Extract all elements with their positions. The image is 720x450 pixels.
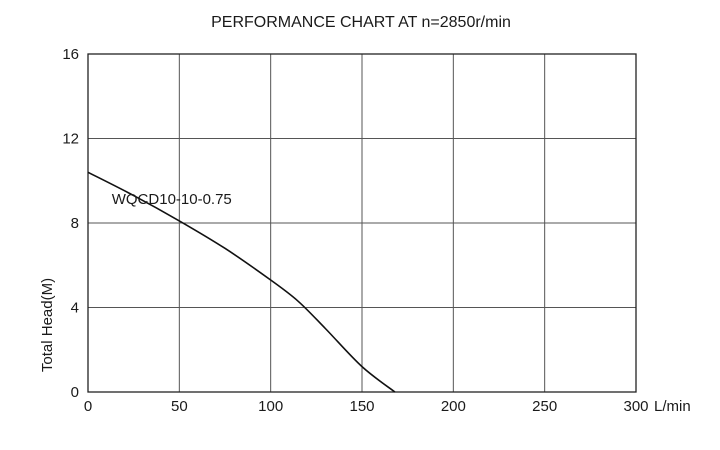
- x-tick-label: 300: [623, 398, 648, 415]
- x-tick-label: 100: [258, 398, 283, 415]
- plot-frame: [87, 53, 637, 393]
- x-tick-label: 50: [171, 398, 188, 415]
- y-tick-label: 12: [62, 131, 79, 148]
- x-tick-label: 200: [441, 398, 466, 415]
- y-tick-label: 16: [62, 46, 79, 63]
- series-layer: WQCD10-10-0.75: [87, 171, 396, 393]
- x-tick-labels: 0 50 100 150 200 250 300: [84, 398, 649, 415]
- y-tick-label: 8: [71, 215, 79, 232]
- grid-lines: [88, 54, 636, 392]
- x-tick-label: 0: [84, 398, 92, 415]
- y-axis-label: Total Head(M): [39, 278, 56, 372]
- series-line-wqcd10-10-0-75: [87, 171, 396, 393]
- series-label: WQCD10-10-0.75: [112, 191, 232, 208]
- chart-title: PERFORMANCE CHART AT n=2850r/min: [211, 14, 511, 31]
- x-axis-unit: L/min: [654, 398, 691, 415]
- x-tick-label: 250: [532, 398, 557, 415]
- y-tick-label: 4: [71, 300, 79, 317]
- y-tick-label: 0: [71, 384, 79, 401]
- y-tick-labels: 0 4 8 12 16: [62, 46, 79, 401]
- x-tick-label: 150: [349, 398, 374, 415]
